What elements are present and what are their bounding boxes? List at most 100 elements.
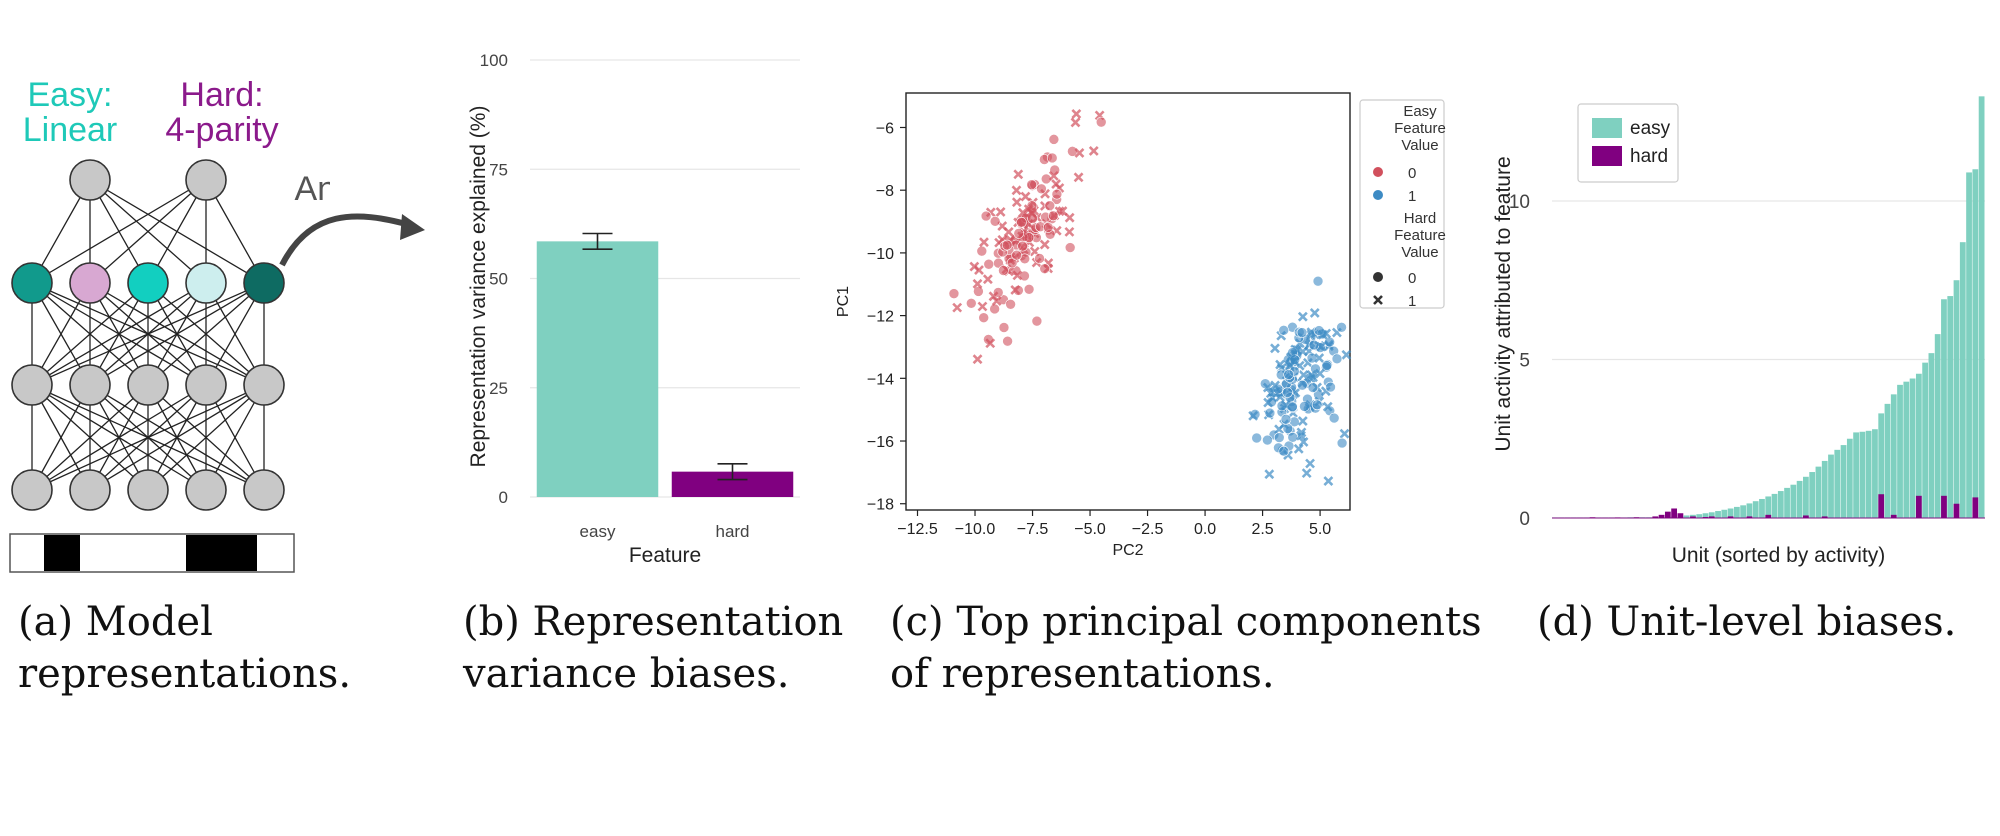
scatter-point <box>1311 399 1323 411</box>
scatter-point <box>998 265 1009 276</box>
scatter-point <box>979 237 989 248</box>
bar-easy <box>1846 438 1853 518</box>
output-node <box>185 159 227 201</box>
scatter-point <box>1321 360 1333 371</box>
scatter-point <box>1325 381 1336 393</box>
scatter-point <box>1005 299 1016 310</box>
scatter-point <box>980 210 992 222</box>
scatter-point <box>1306 329 1316 340</box>
x-tick-label: −7.5 <box>1017 521 1049 538</box>
bar-easy <box>1947 296 1954 518</box>
scatter-point <box>1034 253 1045 264</box>
scatter-point <box>1251 432 1262 444</box>
connection-line <box>31 179 207 284</box>
scatter-point <box>1312 275 1324 287</box>
bar-easy <box>1915 373 1922 518</box>
hidden-node <box>11 364 53 406</box>
caption-d-line1: (d) Unit-level biases. <box>1537 599 1957 645</box>
caption-d: (d) Unit-level biases. <box>1537 596 1956 648</box>
bar-easy <box>1934 334 1941 518</box>
scatter-point <box>1046 152 1058 164</box>
scatter-point <box>1013 169 1024 180</box>
bar-easy <box>1978 96 1985 518</box>
hidden-node <box>69 364 111 406</box>
legend-label-easy-0: 0 <box>1408 165 1416 182</box>
scatter-point <box>1314 353 1325 364</box>
scatter-point <box>1013 228 1025 239</box>
bar-easy <box>1683 515 1690 518</box>
scatter-point <box>1296 430 1306 441</box>
analyze-label: Analyze <box>295 170 330 208</box>
y-tick-label: 10 <box>1509 192 1530 213</box>
input-bit-on <box>221 535 257 571</box>
x-tick-label: hard <box>715 522 749 541</box>
scatter-point <box>1017 207 1028 218</box>
y-tick-label: −18 <box>867 497 894 514</box>
y-tick-label: −12 <box>867 309 894 326</box>
scatter-point <box>1309 308 1320 318</box>
scatter-point <box>1307 382 1319 393</box>
y-tick-label: 75 <box>489 160 508 179</box>
caption-a-line1: (a) Model <box>18 599 213 645</box>
legend-title-easy: Easy <box>1403 103 1437 120</box>
legend-title-easy: Feature <box>1394 120 1446 137</box>
scatter-point <box>1026 179 1037 190</box>
connection-line <box>89 179 207 284</box>
bar-easy <box>1972 169 1979 518</box>
scatter-point <box>1275 359 1286 370</box>
bar-hard <box>1671 508 1678 518</box>
hidden-node <box>185 364 227 406</box>
scatter-point <box>1297 346 1308 357</box>
caption-c-line2: of representations. <box>890 651 1275 697</box>
scatter-point <box>1341 349 1352 360</box>
scatter-point <box>1264 407 1276 419</box>
scatter-point <box>1264 469 1275 480</box>
legend-label-easy: easy <box>1630 118 1671 139</box>
input-node <box>11 469 53 511</box>
hidden-node <box>243 364 285 406</box>
scatter-point <box>1283 369 1294 380</box>
legend-label-hard-0: 0 <box>1408 270 1416 287</box>
bar-easy <box>1771 493 1778 518</box>
network-nodes <box>11 159 285 511</box>
bar-easy <box>1746 503 1753 518</box>
scatter-point <box>1026 207 1037 217</box>
scatter-point <box>1263 397 1274 408</box>
bar-easy <box>1953 280 1960 518</box>
bar-hard <box>1803 515 1809 518</box>
scatter-point <box>1280 414 1292 425</box>
scatter-point <box>1297 311 1308 322</box>
scatter-point <box>1057 206 1068 216</box>
analyze-arrow <box>279 213 425 267</box>
bar-easy <box>1859 431 1866 518</box>
scatter-point <box>1270 380 1281 391</box>
scatter-point <box>1301 468 1312 479</box>
connection-line <box>31 384 265 491</box>
bar-easy <box>1803 476 1809 518</box>
scatter-point <box>1048 210 1059 222</box>
caption-b-line2: variance biases. <box>463 651 790 697</box>
bar-hard <box>1658 514 1665 518</box>
bar-easy <box>1821 460 1828 518</box>
scatter-point <box>1262 382 1273 393</box>
bar-hard <box>1941 495 1947 518</box>
bar-easy <box>536 241 659 497</box>
scatter-point <box>1042 222 1054 233</box>
legend-box <box>1577 103 1679 183</box>
caption-b: (b) Representation variance biases. <box>463 596 843 700</box>
legend-marker-hard-1 <box>1373 295 1383 305</box>
legend-swatch-easy <box>1592 118 1622 138</box>
legend-swatch-hard <box>1592 146 1622 166</box>
scatter-point <box>1262 434 1273 446</box>
bar-easy <box>1903 381 1910 518</box>
scatter-point <box>988 291 999 302</box>
x-axis-label: Feature <box>629 544 701 567</box>
easy-label-line1: Easy: <box>27 76 112 114</box>
input-bit-on <box>186 535 222 571</box>
scatter-point <box>1064 242 1076 253</box>
scatter-point <box>1280 400 1291 411</box>
connection-line <box>31 282 207 386</box>
scatter-point <box>1274 424 1284 435</box>
input-node <box>127 469 169 511</box>
legend-title-easy: Value <box>1401 137 1438 154</box>
